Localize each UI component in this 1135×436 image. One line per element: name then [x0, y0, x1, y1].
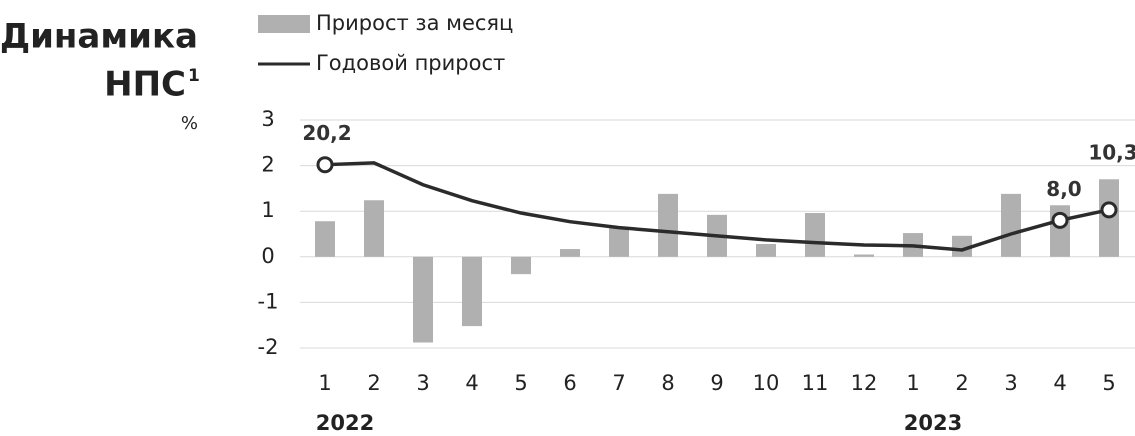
x-tick-label: 2: [955, 371, 968, 395]
point-marker: [316, 156, 334, 174]
title-note: 1: [188, 66, 200, 86]
chart-title: Динамика: [0, 17, 198, 57]
y-tick-label: 3: [261, 107, 274, 131]
x-tick-label: 1: [318, 371, 331, 395]
y-tick-label: 1: [261, 198, 274, 222]
x-tick-label: 4: [1053, 371, 1066, 395]
bar: [805, 213, 825, 257]
bar: [560, 249, 580, 257]
x-tick-label: 7: [612, 371, 625, 395]
y-tick-label: -2: [258, 335, 279, 359]
bar: [462, 256, 482, 327]
legend-swatch: [258, 15, 310, 33]
bar: [658, 193, 678, 257]
x-tick-label: 11: [802, 371, 829, 395]
x-tick-label: 2: [367, 371, 380, 395]
bar: [511, 256, 531, 275]
data-label: 20,2: [302, 121, 351, 145]
bar: [952, 235, 972, 257]
bar: [413, 256, 433, 343]
chart-title: НПС: [104, 65, 186, 105]
bar: [854, 254, 874, 257]
x-tick-label: 4: [465, 371, 478, 395]
x-tick-label: 3: [1004, 371, 1017, 395]
x-tick-label: 9: [710, 371, 723, 395]
x-tick-label: 1: [906, 371, 919, 395]
unit: %: [181, 113, 198, 134]
line: [324, 161, 1110, 252]
legend-label: Прирост за месяц: [316, 11, 513, 35]
x-tick-label: 12: [851, 371, 878, 395]
x-tick-label: 3: [416, 371, 429, 395]
x-tick-label: 5: [514, 371, 527, 395]
bar: [609, 227, 629, 257]
x-tick-label: 10: [753, 371, 780, 395]
data-label: 8,0: [1046, 177, 1081, 201]
bar: [756, 244, 776, 257]
year-label: 2023: [904, 411, 962, 435]
point-marker: [1100, 201, 1118, 219]
data-label: 10,3: [1088, 140, 1135, 164]
x-tick-label: 6: [563, 371, 576, 395]
y-tick-label: -1: [258, 289, 279, 313]
bar: [364, 200, 384, 257]
y-tick-label: 0: [261, 244, 274, 268]
bar: [1001, 193, 1021, 257]
bar: [315, 221, 335, 257]
x-tick-label: 8: [661, 371, 674, 395]
x-tick-label: 5: [1102, 371, 1115, 395]
legend-label: Годовой прирост: [316, 51, 505, 75]
year-label: 2022: [316, 411, 374, 435]
point-marker: [1051, 211, 1069, 229]
y-tick-label: 2: [261, 153, 274, 177]
